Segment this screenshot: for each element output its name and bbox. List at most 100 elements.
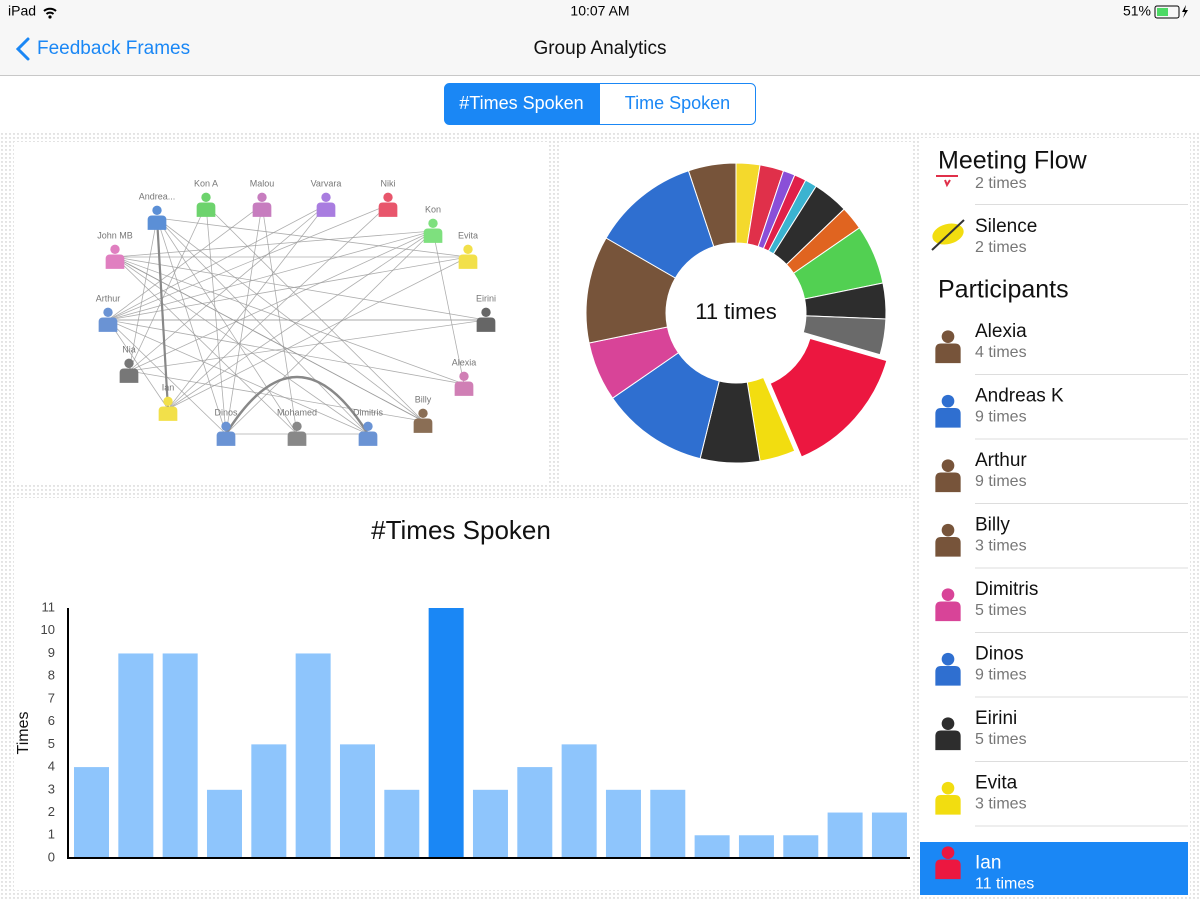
network-node-body <box>216 431 236 446</box>
bar[interactable] <box>517 767 553 858</box>
network-edge <box>156 217 369 435</box>
network-edge <box>107 204 327 321</box>
network-node-body <box>378 202 398 217</box>
bar[interactable] <box>251 744 287 858</box>
network-node-body <box>358 431 378 446</box>
bar[interactable] <box>694 835 730 858</box>
battery-level <box>1157 8 1168 16</box>
participant-name[interactable]: Alexia <box>975 321 1027 342</box>
header-bg <box>920 138 1190 176</box>
y-tick-label: 2 <box>48 804 55 819</box>
y-tick-label: 7 <box>48 690 55 705</box>
network-node-label: Malou <box>250 178 275 188</box>
network-node-body <box>147 215 167 230</box>
network-node-head <box>481 307 491 318</box>
network-edge <box>261 204 298 435</box>
network-node-body <box>454 381 474 396</box>
network-node-label: Varvara <box>311 178 342 188</box>
y-tick-label: 5 <box>48 736 55 751</box>
bar[interactable] <box>783 835 819 858</box>
participant-name[interactable]: Eirini <box>975 708 1017 729</box>
network-node-label: Niki <box>381 178 396 188</box>
section-title: Meeting Flow <box>938 147 1088 175</box>
bar[interactable] <box>118 653 154 858</box>
network-edge <box>114 230 434 258</box>
network-edge <box>156 217 469 258</box>
network-edge <box>128 204 207 372</box>
participant-detail: 4 times <box>975 344 1027 361</box>
bar[interactable] <box>384 789 420 858</box>
bar[interactable] <box>295 653 331 858</box>
participant-name[interactable]: Dimitris <box>975 579 1038 600</box>
participant-name[interactable]: Billy <box>975 515 1010 536</box>
network-node-head <box>152 205 162 216</box>
y-tick-label: 8 <box>48 668 55 683</box>
selected-row-bg[interactable] <box>920 842 1188 900</box>
network-edge <box>155 217 170 410</box>
network-node-label: Kon A <box>194 178 218 188</box>
network-node-head <box>383 192 393 203</box>
participant-icon-body <box>935 472 961 493</box>
network-node-label: Mohamed <box>277 407 317 417</box>
network-node-label: Kon <box>425 204 441 214</box>
bar[interactable] <box>206 789 242 858</box>
participant-detail: 9 times <box>975 409 1027 426</box>
bar[interactable] <box>472 789 508 858</box>
clock: 10:07 AM <box>570 3 629 19</box>
participant-icon-head <box>941 330 955 343</box>
bar[interactable] <box>738 835 774 858</box>
network-node-body <box>119 368 139 383</box>
participant-name[interactable]: Andreas K <box>975 386 1064 407</box>
network-node-body <box>287 431 307 446</box>
network-edge <box>107 319 465 385</box>
network-node-head <box>292 421 302 432</box>
silence-slash <box>931 219 965 251</box>
back-chevron[interactable] <box>15 37 30 61</box>
y-tick-label: 0 <box>48 849 55 864</box>
participant-name[interactable]: Ian <box>975 853 1001 874</box>
network-edge <box>128 319 487 372</box>
bar[interactable] <box>605 789 641 858</box>
network-node-head <box>257 192 267 203</box>
participant-name[interactable]: Evita <box>975 773 1018 794</box>
participant-name[interactable]: Dinos <box>975 644 1024 665</box>
network-node-head <box>363 421 373 432</box>
participant-icon-head <box>941 652 955 666</box>
bar[interactable] <box>650 789 686 858</box>
network-edge <box>225 230 434 435</box>
bar[interactable] <box>339 744 375 858</box>
participant-icon-body <box>935 408 961 428</box>
network-node-head <box>321 192 331 203</box>
network-edge <box>114 256 298 435</box>
item-name[interactable]: Silence <box>975 216 1037 237</box>
network-node-body <box>458 254 478 269</box>
battery-percent: 51% <box>1123 3 1151 19</box>
bar[interactable] <box>428 608 464 858</box>
donut-slice <box>769 337 888 458</box>
segment-selected-bg <box>444 83 600 125</box>
donut-center-label: 11 times <box>695 299 777 324</box>
back-button[interactable]: Feedback Frames <box>37 38 190 59</box>
bar[interactable] <box>561 744 597 858</box>
network-edge <box>107 319 169 410</box>
network-node-body <box>98 317 118 332</box>
network-node-head <box>110 244 120 255</box>
y-tick-label: 4 <box>48 759 55 774</box>
network-node-head <box>221 421 231 432</box>
bar[interactable] <box>162 653 198 858</box>
wifi-dot <box>48 15 52 19</box>
network-node-body <box>316 202 336 217</box>
bar[interactable] <box>827 812 863 858</box>
wifi-icon <box>43 7 57 15</box>
network-node-head <box>428 218 438 229</box>
bar[interactable] <box>871 812 907 858</box>
participant-name[interactable]: Arthur <box>975 450 1027 471</box>
segment-tab[interactable]: Time Spoken <box>625 93 730 113</box>
participant-detail: 11 times <box>975 876 1034 893</box>
network-edge <box>156 217 424 422</box>
segment-tab[interactable]: #Times Spoken <box>459 93 583 113</box>
bar[interactable] <box>74 767 109 858</box>
participant-icon-body <box>935 666 961 686</box>
network-edge <box>167 256 469 410</box>
